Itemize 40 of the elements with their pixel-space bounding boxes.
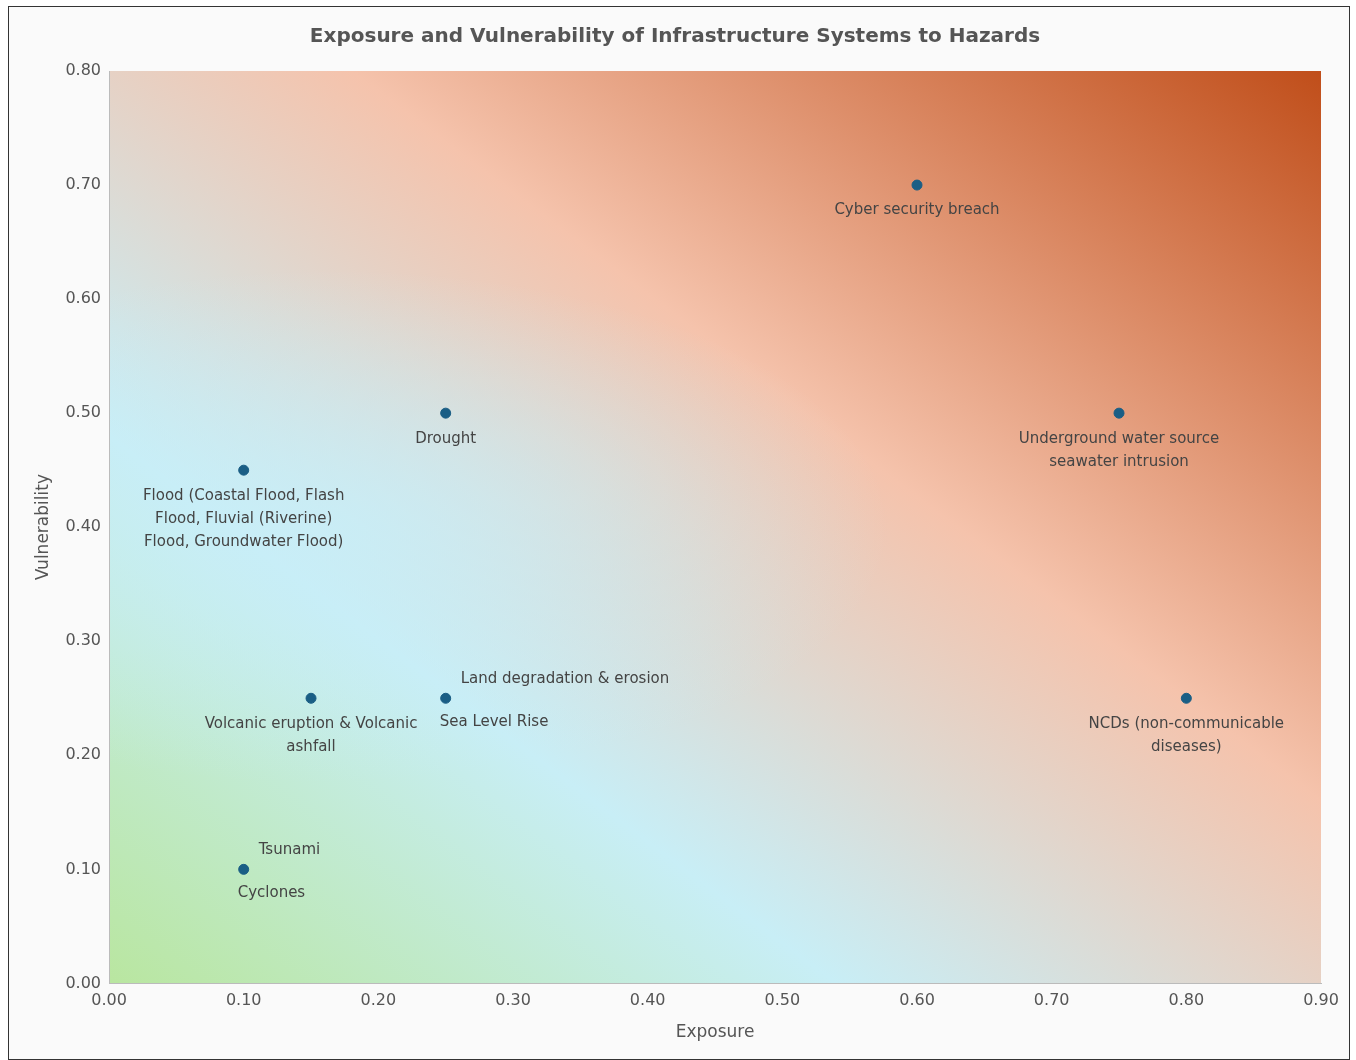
x-tick-label: 0.50: [764, 990, 801, 1010]
y-tick-label: 0.60: [65, 288, 102, 308]
point: [238, 464, 250, 476]
point: [1180, 692, 1192, 704]
point: [1113, 407, 1125, 419]
annotation: Underground water source seawater intrusion: [1018, 428, 1220, 470]
x-tick-label: 0.60: [899, 990, 935, 1010]
y-axis-title: Vulnerability: [31, 474, 52, 581]
annotation: Sea Level Rise: [439, 711, 549, 730]
annotation: Tsunami: [257, 839, 321, 858]
point: [238, 863, 250, 875]
x-tick-label: 0.80: [1168, 990, 1205, 1010]
annotation: Drought: [415, 428, 477, 447]
y-tick-label: 0.40: [65, 516, 102, 536]
annotation: Cyber security breach: [834, 200, 1000, 219]
annotation: Cyclones: [237, 882, 306, 901]
x-tick-label: 0.20: [360, 990, 397, 1010]
annotation: Volcanic eruption & Volcanic ashfall: [204, 713, 418, 755]
x-tick-label: 0.30: [495, 990, 531, 1010]
y-tick-label: 0.10: [65, 858, 102, 878]
annotation: Flood (Coastal Flood, Flash Flood, Fluvial (Riverine) Flood, Groundwater Flood): [142, 485, 345, 550]
chart-title: Exposure and Vulnerability of Infrastructure Systems to Hazards: [309, 23, 1041, 48]
x-tick-label: 0.40: [629, 990, 666, 1010]
x-tick-label: 0.00: [91, 990, 127, 1010]
y-tick-label: 0.70: [65, 174, 102, 194]
y-tick-label: 0.00: [65, 972, 102, 992]
x-tick-label: 0.90: [1303, 990, 1339, 1010]
annotation: NCDs (non-communicable diseases): [1088, 713, 1285, 755]
y-tick-label: 0.20: [65, 744, 102, 764]
y-tick-label: 0.80: [65, 60, 102, 80]
x-axis-title: Exposure: [675, 1021, 755, 1042]
y-tick-label: 0.50: [65, 402, 102, 422]
point: [440, 407, 452, 419]
point: [305, 692, 317, 704]
point: [440, 692, 452, 704]
annotation: Land degradation & erosion: [460, 668, 670, 687]
y-tick-label: 0.30: [65, 630, 102, 650]
x-tick-label: 0.10: [225, 990, 262, 1010]
x-tick-label: 0.70: [1033, 990, 1070, 1010]
point: [911, 179, 923, 191]
